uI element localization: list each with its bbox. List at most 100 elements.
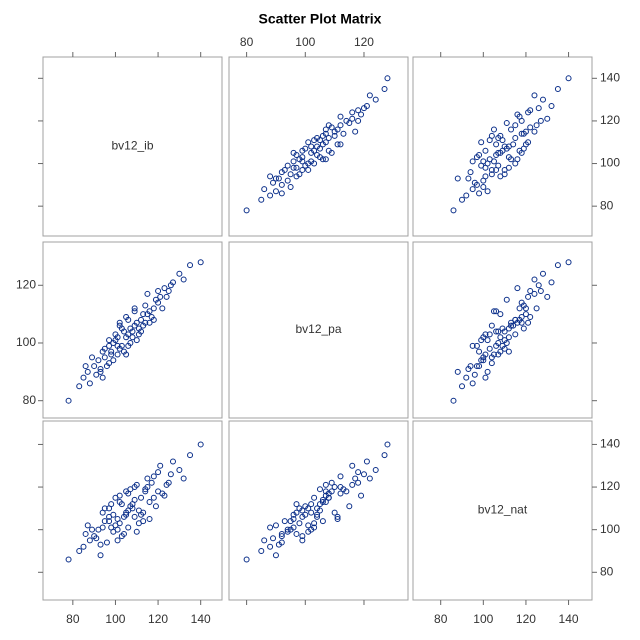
point: [290, 158, 297, 165]
point: [360, 471, 367, 478]
point: [319, 156, 326, 163]
point: [503, 120, 510, 127]
point: [155, 288, 162, 295]
point: [325, 122, 332, 129]
panel-frame: [42, 420, 223, 601]
point: [322, 130, 329, 137]
point: [363, 458, 370, 465]
point: [65, 397, 72, 404]
point: [116, 319, 123, 326]
point: [275, 175, 282, 182]
point: [305, 522, 312, 529]
point: [480, 158, 487, 165]
point: [150, 494, 157, 501]
point: [490, 351, 497, 358]
point: [243, 207, 250, 214]
point: [467, 169, 474, 176]
point: [334, 513, 341, 520]
point: [337, 490, 344, 497]
point: [159, 490, 166, 497]
point: [180, 276, 187, 283]
point: [243, 556, 250, 563]
point: [258, 547, 265, 554]
point: [84, 522, 91, 529]
point: [508, 126, 515, 133]
point: [337, 113, 344, 120]
point: [76, 547, 83, 554]
point: [91, 363, 98, 370]
point: [465, 175, 472, 182]
point: [366, 92, 373, 99]
point: [108, 501, 115, 508]
point: [123, 314, 130, 321]
point: [267, 173, 274, 180]
panel-frame: [412, 241, 593, 419]
point: [488, 166, 495, 173]
point: [520, 325, 527, 332]
point: [108, 351, 115, 358]
point: [311, 494, 318, 501]
point: [501, 171, 508, 178]
point: [337, 122, 344, 129]
point: [516, 113, 523, 120]
point: [125, 524, 132, 531]
point: [505, 348, 512, 355]
point: [116, 498, 123, 505]
point: [531, 92, 538, 99]
point: [123, 351, 130, 358]
point: [554, 262, 561, 269]
point: [272, 522, 279, 529]
point: [144, 475, 151, 482]
point: [522, 305, 529, 312]
point: [311, 147, 318, 154]
point: [135, 331, 142, 338]
point: [114, 351, 121, 358]
point: [548, 279, 555, 286]
point: [473, 154, 480, 161]
point: [565, 75, 572, 82]
point: [484, 337, 491, 344]
point: [484, 368, 491, 375]
point: [270, 535, 277, 542]
point: [346, 503, 353, 510]
point: [146, 498, 153, 505]
point: [197, 259, 204, 266]
point: [258, 196, 265, 203]
panel-frame: [42, 241, 223, 419]
point: [322, 126, 329, 133]
point: [499, 342, 506, 349]
point: [340, 130, 347, 137]
point: [278, 533, 285, 540]
point: [150, 316, 157, 323]
point: [384, 75, 391, 82]
point: [116, 322, 123, 329]
point: [533, 305, 540, 312]
point: [287, 171, 294, 178]
point: [290, 511, 297, 518]
point: [86, 380, 93, 387]
point: [535, 282, 542, 289]
point: [155, 469, 162, 476]
point: [148, 479, 155, 486]
point: [284, 177, 291, 184]
point: [465, 365, 472, 372]
point: [157, 462, 164, 469]
point: [308, 526, 315, 533]
point: [358, 492, 365, 499]
point: [503, 339, 510, 346]
y-tick-label: 80: [600, 198, 614, 212]
variable-label: bv12_pa: [295, 322, 341, 336]
point: [293, 530, 300, 537]
point: [118, 533, 125, 540]
point: [493, 166, 500, 173]
point: [355, 469, 362, 476]
point: [512, 331, 519, 338]
point: [93, 371, 100, 378]
point: [89, 354, 96, 361]
point: [503, 296, 510, 303]
point: [493, 308, 500, 315]
point: [476, 363, 483, 370]
point: [537, 288, 544, 295]
point: [520, 130, 527, 137]
